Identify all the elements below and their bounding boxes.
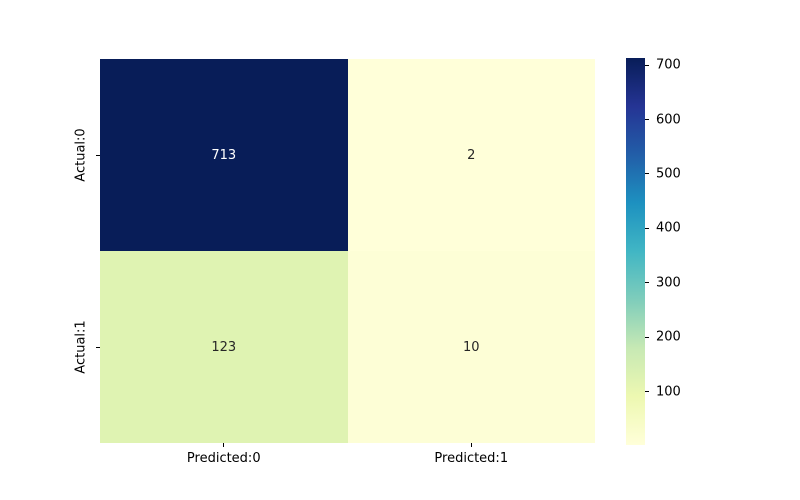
y-axis-tick [96, 154, 100, 156]
colorbar-tick [645, 64, 649, 66]
x-tick-label: Predicted:1 [434, 451, 509, 466]
colorbar-tick-label: 600 [656, 112, 681, 127]
x-axis-tick [223, 443, 225, 447]
x-axis-tick [470, 443, 472, 447]
heatmap-cell: 713 [100, 59, 348, 251]
y-axis-tick [96, 346, 100, 348]
heatmap-cell: 10 [347, 251, 595, 443]
colorbar-tick-label: 700 [656, 57, 681, 73]
colorbar-tick [645, 119, 649, 120]
colorbar-tick [645, 336, 649, 338]
heatmap-cell: 2 [347, 59, 595, 251]
colorbar-tick-label: 400 [656, 220, 681, 236]
colorbar-tick [645, 282, 649, 284]
heatmap-cell: 123 [100, 251, 348, 443]
colorbar-tick [645, 173, 649, 175]
colorbar-tick [645, 227, 649, 229]
colorbar-tick-label: 100 [656, 384, 681, 400]
heatmap-plot: 713 2 123 10 [100, 59, 595, 443]
colorbar-tick [645, 391, 649, 393]
y-tick-label: Actual:0 [73, 128, 89, 182]
colorbar-tick-label: 300 [656, 275, 681, 291]
y-tick-label: Actual:1 [73, 320, 89, 374]
colorbar-tick-label: 500 [656, 166, 681, 182]
x-tick-label: Predicted:0 [186, 451, 261, 466]
colorbar-tick-label: 200 [656, 329, 681, 345]
colorbar [626, 58, 645, 445]
